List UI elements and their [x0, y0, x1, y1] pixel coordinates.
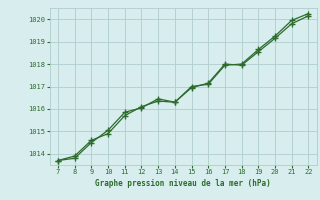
X-axis label: Graphe pression niveau de la mer (hPa): Graphe pression niveau de la mer (hPa)	[95, 179, 271, 188]
